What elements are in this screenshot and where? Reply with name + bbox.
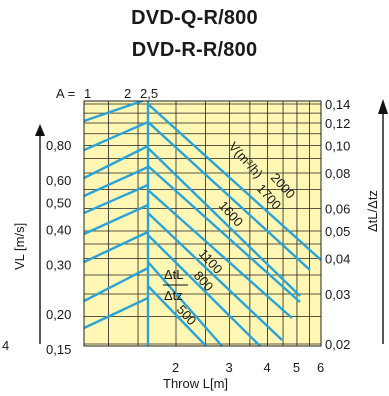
- left-axis-arrow: [35, 124, 45, 136]
- left-tick-label: 0,60: [46, 173, 71, 188]
- velocity-line: [84, 296, 149, 330]
- velocity-line: [84, 144, 149, 180]
- left-tick-label: 0,20: [46, 307, 71, 322]
- velocity-line: [84, 101, 146, 123]
- x-tick-label: 3: [226, 360, 233, 375]
- top-scale-label: A =: [56, 86, 75, 101]
- right-tick-label: 0,12: [325, 116, 350, 131]
- throw-line: [147, 103, 321, 261]
- right-tick-label: 0,02: [325, 337, 350, 352]
- velocity-line: [84, 230, 149, 264]
- throw-line: [147, 121, 311, 271]
- velocity-line: [84, 165, 149, 198]
- throw-line: [147, 285, 207, 346]
- top-scale-tick-label: 2: [124, 86, 131, 101]
- x-axis-label: Throw L[m]: [163, 376, 228, 391]
- top-scale-tick-label: 1: [84, 86, 91, 101]
- stray-label: 4: [2, 338, 9, 353]
- right-axis-arrow: [378, 99, 388, 114]
- right-tick-label: 0,10: [325, 138, 350, 153]
- throw-line: [147, 147, 301, 297]
- velocity-line: [84, 120, 149, 152]
- plot-area: [84, 101, 321, 346]
- throw-line: [147, 189, 293, 319]
- right-tick-label: 0,08: [325, 166, 350, 181]
- plot-frame: [83, 100, 322, 347]
- ratio-label-numerator: ΔtL: [164, 267, 184, 282]
- right-tick-label: 0,14: [325, 97, 350, 112]
- chart-title-line-2: DVD-R-R/800: [131, 39, 258, 61]
- x-tick-label: 4: [263, 360, 270, 375]
- x-tick-label: 5: [293, 360, 300, 375]
- left-axis-label: VL [m/s]: [12, 223, 27, 270]
- x-tick-label: 2: [172, 360, 179, 375]
- right-tick-label: 0,06: [325, 202, 350, 217]
- throw-line: [147, 234, 261, 346]
- throw-line: [147, 261, 223, 346]
- left-tick-label: 0,80: [46, 138, 71, 153]
- left-tick-label: 0,50: [46, 195, 71, 210]
- left-tick-label: 0,30: [46, 258, 71, 273]
- chart-title-line-1: DVD-Q-R/800: [131, 7, 258, 29]
- x-tick-label: 6: [317, 360, 324, 375]
- throw-line: [147, 165, 301, 303]
- left-tick-label: 0,15: [46, 342, 71, 357]
- throw-line: [147, 212, 283, 341]
- left-tick-label: 0,40: [46, 222, 71, 237]
- right-tick-label: 0,04: [325, 252, 350, 267]
- right-tick-label: 0,03: [325, 287, 350, 302]
- top-scale-tick-label: 2,5: [140, 86, 158, 101]
- velocity-line: [84, 266, 149, 303]
- ratio-label-denominator: Δtz: [164, 288, 183, 303]
- right-tick-label: 0,05: [325, 224, 350, 239]
- velocity-line: [84, 183, 149, 215]
- right-axis-label: ΔtL/Δtz: [365, 190, 380, 232]
- velocity-line: [84, 203, 149, 236]
